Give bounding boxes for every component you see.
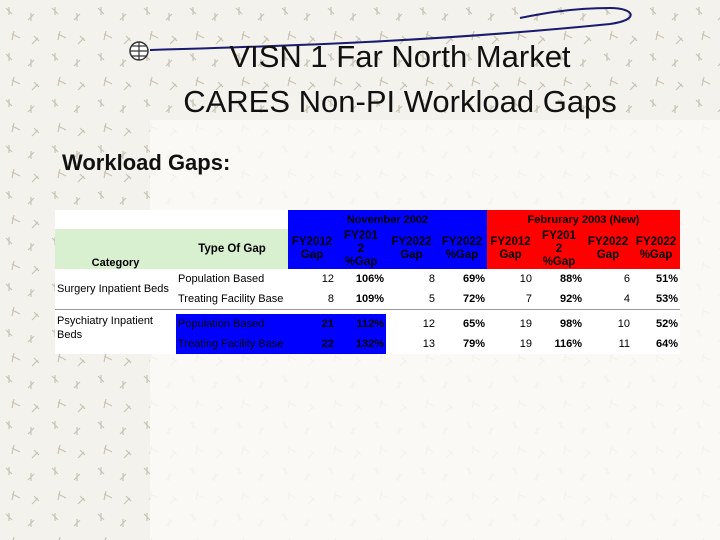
cell: 11 [618,338,630,350]
column-header-fy2022-pct-gap: FY2022 %Gap [437,229,487,269]
column-header-fy2012-pct-gap: FY201 2 %Gap [336,229,386,269]
cell: 12 [422,318,435,330]
cell: 21 [288,314,336,334]
cell: 51% [655,273,678,285]
cell: 19 [519,338,532,350]
column-header-fy2022-gap-2: FY2022 Gap [584,229,632,269]
cell: 7 [525,293,532,305]
cell: 98% [559,318,582,330]
title-swoosh-decoration [149,6,632,51]
row-category: Surgery Inpatient Beds [55,269,176,310]
section-heading: Workload Gaps: [62,150,231,175]
row-type: Population Based [176,314,288,334]
cell: 116% [554,338,582,350]
table-row: Surgery Inpatient Beds Population Based … [55,269,680,310]
cell: 106% [355,273,384,285]
globe-bullet-icon [129,41,149,61]
cell: 52% [655,318,678,330]
cell: 8 [428,273,435,285]
column-header-type: Type Of Gap [176,229,288,269]
group-header-nov-2002: November 2002 [288,210,487,229]
cell: 19 [519,318,532,330]
row-type: Population Based [178,273,265,285]
slide-title-line-2: CARES Non-PI Workload Gaps [183,84,617,119]
cell: 64% [655,338,678,350]
cell: 53% [655,293,678,305]
cell: 79% [462,338,485,350]
column-header-category: Category [55,229,176,269]
column-header-fy2012-gap-2: FY2012 Gap [487,229,534,269]
row-type: Treating Facility Base [176,334,288,354]
cell: 109% [355,293,384,305]
cell: 22 [288,334,336,354]
cell: 6 [623,273,630,285]
cell: 12 [321,273,334,285]
cell: 65% [462,318,485,330]
cell: 10 [519,273,532,285]
cell: 88% [559,273,582,285]
column-header-fy2012-gap: FY2012 Gap [288,229,336,269]
cell: 72% [462,293,485,305]
slide-title-line-1: VISN 1 Far North Market [229,39,571,74]
cell: 112% [336,314,386,334]
row-category: Psychiatry Inpatient Beds [57,315,153,341]
table-row: Treating Facility Base 8 109% 5 72% 7 92… [55,289,680,310]
cell: 8 [327,293,334,305]
group-header-feb-2003: Februrary 2003 (New) [487,210,680,229]
workload-gaps-table: November 2002 Februrary 2003 (New) Categ… [55,210,680,354]
column-header-fy2022-gap: FY2022 Gap [386,229,437,269]
column-header-fy2012-pct-gap-2: FY201 2 %Gap [534,229,584,269]
row-type: Treating Facility Base [178,293,284,305]
table-row: Psychiatry Inpatient Beds Population Bas… [55,314,680,341]
cell: 4 [623,293,630,305]
table-row: Treating Facility Base 22 132% 13 79% 19… [55,334,680,354]
cell: 92% [559,293,582,305]
cell: 5 [428,293,435,305]
column-header-fy2022-pct-gap-2: FY2022 %Gap [632,229,680,269]
cell: 132% [336,334,386,354]
cell: 13 [422,338,435,350]
cell: 10 [617,318,630,330]
cell: 69% [462,273,485,285]
